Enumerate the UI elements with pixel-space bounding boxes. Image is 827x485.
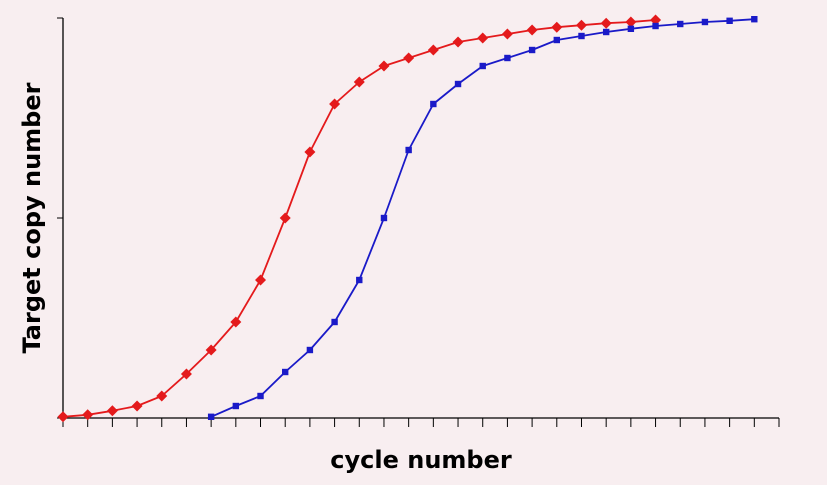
data-point: [625, 16, 637, 28]
data-point: [156, 390, 168, 402]
data-point: [427, 44, 439, 56]
data-point: [430, 100, 437, 108]
data-point: [454, 80, 462, 88]
data-point: [650, 14, 662, 26]
data-point: [257, 392, 264, 400]
data-point: [578, 32, 585, 40]
data-point: [452, 36, 464, 48]
data-point: [180, 368, 192, 380]
axes: [57, 17, 780, 427]
data-point: [701, 18, 709, 26]
data-point: [627, 25, 635, 32]
data-point: [331, 318, 338, 326]
data-point: [551, 21, 563, 33]
data-point: [652, 22, 659, 30]
data-point: [306, 346, 314, 354]
x-axis-label: cycle number: [330, 446, 512, 474]
data-point: [575, 19, 587, 31]
data-point: [131, 400, 143, 412]
data-point: [378, 60, 390, 72]
data-point: [501, 28, 513, 40]
series-2: [207, 16, 758, 420]
data-point: [205, 344, 217, 356]
series-line: [210, 18, 755, 418]
series-1: [57, 14, 662, 423]
data-point: [356, 276, 363, 284]
data-point: [726, 17, 733, 24]
data-point: [57, 411, 69, 423]
data-point: [504, 54, 511, 62]
data-point: [553, 36, 560, 44]
data-point: [282, 368, 289, 376]
data-point: [230, 316, 242, 328]
x-ticks: [62, 418, 780, 427]
data-point: [207, 413, 215, 420]
data-point: [600, 17, 612, 29]
data-point: [304, 146, 316, 158]
y-axis-label: Target copy number: [18, 82, 46, 353]
data-point: [602, 28, 610, 36]
data-point: [106, 405, 118, 417]
data-point: [255, 274, 267, 286]
data-point: [82, 409, 94, 421]
data-point: [405, 146, 412, 154]
data-point: [477, 32, 489, 44]
data-point: [353, 76, 365, 88]
data-point: [479, 62, 486, 70]
data-point: [751, 16, 758, 23]
data-point: [403, 52, 415, 64]
data-point: [380, 214, 388, 222]
series-layer: [57, 14, 758, 423]
y-ticks: [57, 17, 63, 419]
data-point: [232, 402, 240, 410]
data-point: [528, 46, 536, 54]
data-point: [526, 24, 538, 36]
data-point: [279, 212, 291, 224]
data-point: [677, 20, 684, 28]
data-point: [329, 98, 341, 110]
